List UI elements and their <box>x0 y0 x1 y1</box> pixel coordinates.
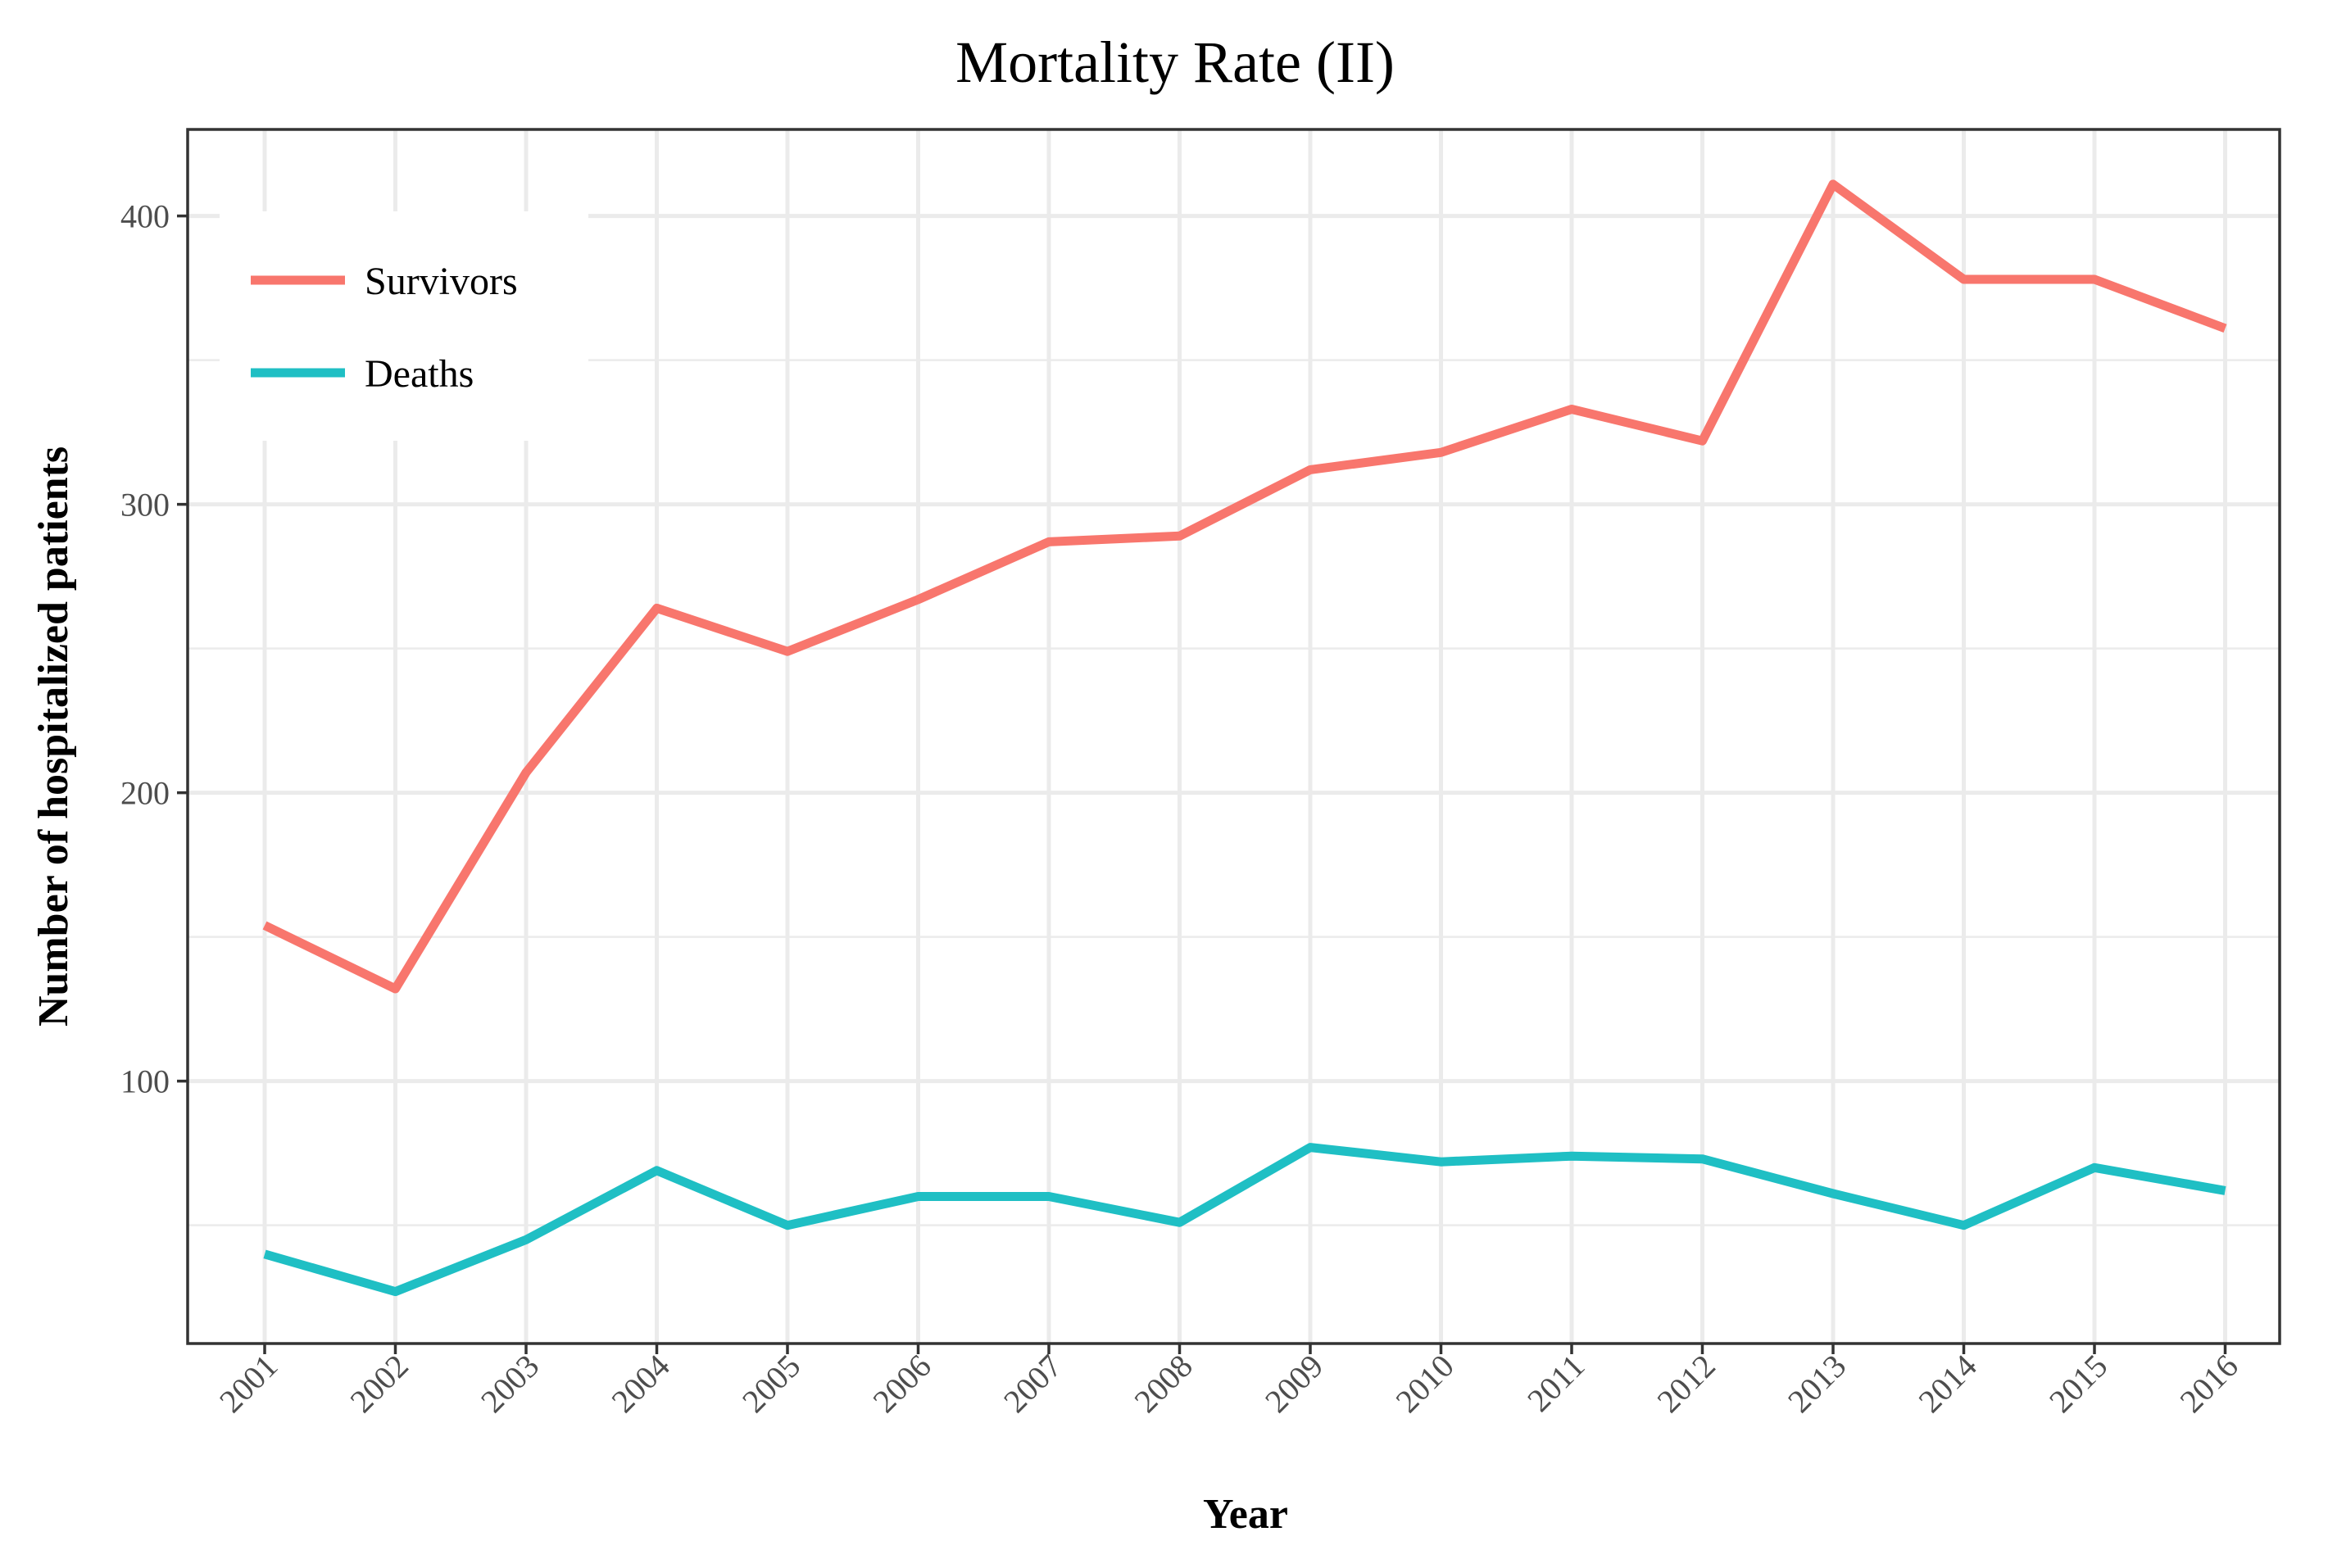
x-tick-label: 2009 <box>1258 1348 1330 1420</box>
y-tick-label: 100 <box>120 1063 170 1100</box>
y-tick-label: 300 <box>120 487 170 523</box>
legend-label-survivors: Survivors <box>365 260 518 303</box>
series-line-deaths <box>263 1143 2226 1297</box>
x-tick-label: 2005 <box>735 1348 807 1420</box>
x-tick-label: 2002 <box>343 1348 415 1420</box>
legend-label-deaths: Deaths <box>365 352 474 396</box>
x-tick-label: 2004 <box>604 1348 676 1420</box>
legend: Survivors Deaths <box>220 211 588 441</box>
x-tick-label: 2014 <box>1911 1348 1983 1420</box>
x-tick-label: 2011 <box>1520 1348 1591 1419</box>
x-tick-label: 2016 <box>2172 1348 2244 1420</box>
x-tick-label: 2003 <box>474 1348 546 1420</box>
x-tick-label: 2001 <box>212 1348 284 1420</box>
y-axis-title: Number of hospitalized patients <box>30 446 77 1026</box>
panel-border <box>186 128 2281 1345</box>
x-tick-label: 2013 <box>1781 1348 1853 1420</box>
x-tick-label: 2012 <box>1650 1348 1722 1420</box>
x-axis-title: Year <box>1203 1491 1288 1538</box>
x-tick-label: 2006 <box>865 1348 937 1420</box>
y-tick-label: 200 <box>120 775 170 812</box>
x-tick-label: 2008 <box>1127 1348 1199 1420</box>
series-line-survivors <box>262 179 2227 994</box>
x-tick-label: 2007 <box>996 1348 1069 1420</box>
y-tick-label: 400 <box>120 198 170 235</box>
series-lines <box>262 179 2227 1297</box>
legend-background <box>220 211 588 441</box>
chart-title: Mortality Rate (II) <box>955 29 1395 95</box>
x-tick-label: 2015 <box>2042 1348 2114 1420</box>
x-tick-label: 2010 <box>1388 1348 1460 1420</box>
